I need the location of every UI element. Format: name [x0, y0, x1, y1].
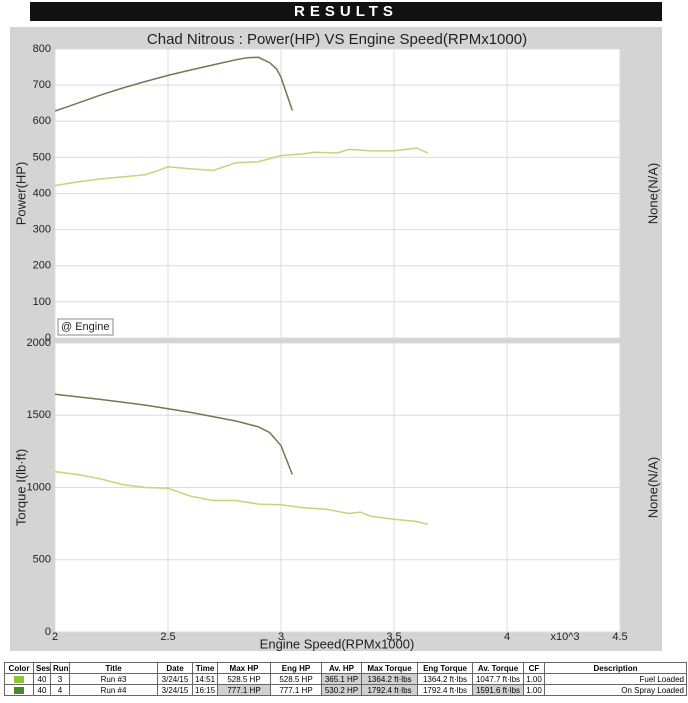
table-cell: 777.1 HP — [217, 684, 271, 696]
column-header: Eng HP — [270, 662, 322, 674]
chart: Chad Nitrous : Power(HP) VS Engine Speed… — [10, 27, 662, 651]
table-cell: 530.2 HP — [321, 684, 362, 696]
x-tick-label: 4.5 — [612, 631, 627, 643]
table-cell: 777.1 HP — [270, 684, 322, 696]
table-row: 40 3 Run #3 3/24/15 14:51 528.5 HP 528.5 HP 365… — [4, 673, 687, 685]
y-tick-label: 0 — [45, 626, 51, 638]
table-cell: 528.5 HP — [270, 673, 322, 685]
color-cell — [4, 684, 34, 696]
y2-axis-label: None(N/A) — [645, 457, 660, 518]
table-cell: 1591.6 ft·lbs — [472, 684, 524, 696]
legend-label: @ Engine — [61, 321, 109, 333]
y-tick-label: 500 — [33, 554, 51, 566]
column-header: Color — [4, 662, 34, 674]
y-tick-label: 600 — [33, 115, 51, 127]
y-tick-label: 0 — [45, 332, 51, 344]
table-cell: 1792.4 ft·lbs — [417, 684, 473, 696]
y-tick-label: 100 — [33, 296, 51, 308]
column-header: CF — [523, 662, 545, 674]
table-cell: On Spray Loaded — [544, 684, 687, 696]
table-cell: 1364.2 ft·lbs — [417, 673, 473, 685]
x-multiplier: x10^3 — [550, 631, 579, 643]
column-header: Av. HP — [321, 662, 362, 674]
column-header: Max HP — [217, 662, 271, 674]
series-line — [54, 393, 293, 475]
table-cell: 4 — [50, 684, 70, 696]
x-tick-label: 2.5 — [160, 631, 175, 643]
table-cell: 3/24/15 — [157, 684, 193, 696]
x-tick-label: 3.5 — [386, 631, 401, 643]
x-axis-label: Engine Speed(RPMx1000) — [260, 636, 415, 651]
chart-title: Chad Nitrous : Power(HP) VS Engine Speed… — [147, 31, 527, 48]
table-cell: Fuel Loaded — [544, 673, 687, 685]
y-tick-label: 300 — [33, 224, 51, 236]
header-row: Color Ses Run Title Date Time Max HP Eng HP Av. … — [4, 662, 687, 674]
table-cell: 365.1 HP — [321, 673, 362, 685]
column-header: Time — [192, 662, 218, 674]
y-axis-label: Power(HP) — [13, 162, 28, 226]
series-line — [54, 147, 429, 187]
color-cell — [4, 673, 34, 685]
table-cell: 40 — [33, 684, 51, 696]
table-cell: 40 — [33, 673, 51, 685]
y2-axis-label: None(N/A) — [645, 163, 660, 224]
y-tick-label: 2000 — [27, 337, 51, 349]
table-row: 40 4 Run #4 3/24/15 16:15 777.1 HP 777.1 HP 530… — [4, 684, 687, 696]
table-cell: 1.00 — [523, 673, 545, 685]
x-tick-label: 3 — [278, 631, 284, 643]
column-header: Av. Torque — [472, 662, 524, 674]
x-tick-label: 2 — [52, 631, 58, 643]
column-header: Max Torque — [361, 662, 418, 674]
x-tick-label: 4 — [504, 631, 510, 643]
table-cell: 1.00 — [523, 684, 545, 696]
y-tick-label: 1500 — [27, 409, 51, 421]
color-swatch — [14, 675, 24, 683]
y-axis-label: Torque I(lb·ft) — [13, 449, 28, 526]
table-cell: 1047.7 ft·lbs — [472, 673, 524, 685]
column-header: Ses — [33, 662, 51, 674]
column-header: Eng Torque — [417, 662, 473, 674]
column-header: Run — [50, 662, 70, 674]
column-header: Date — [157, 662, 193, 674]
legend-box — [57, 318, 114, 336]
results-table: Color Ses Run Title Date Time Max HP Eng HP Av. … — [4, 662, 687, 696]
y-tick-label: 1000 — [27, 481, 51, 493]
table-cell: 3/24/15 — [157, 673, 193, 685]
table-cell: 3 — [50, 673, 70, 685]
y-tick-label: 800 — [33, 43, 51, 55]
y-tick-label: 200 — [33, 260, 51, 272]
results-header: RESULTS — [30, 2, 662, 21]
color-swatch — [14, 686, 24, 694]
column-header: Description — [544, 662, 687, 674]
table-cell: 1364.2 ft·lbs — [361, 673, 418, 685]
table-cell: 16:15 — [192, 684, 218, 696]
column-header: Title — [69, 662, 158, 674]
series-line — [54, 470, 429, 526]
table-cell: Run #3 — [69, 673, 158, 685]
table-cell: 14:51 — [192, 673, 218, 685]
series-line — [54, 56, 294, 112]
table-cell: 528.5 HP — [217, 673, 271, 685]
y-tick-label: 500 — [33, 151, 51, 163]
table-cell: 1792.4 ft·lbs — [361, 684, 418, 696]
y-tick-label: 700 — [33, 79, 51, 91]
y-tick-label: 400 — [33, 187, 51, 199]
table-cell: Run #4 — [69, 684, 158, 696]
table-body: 40 3 Run #3 3/24/15 14:51 528.5 HP 528.5 HP 365… — [4, 673, 687, 696]
